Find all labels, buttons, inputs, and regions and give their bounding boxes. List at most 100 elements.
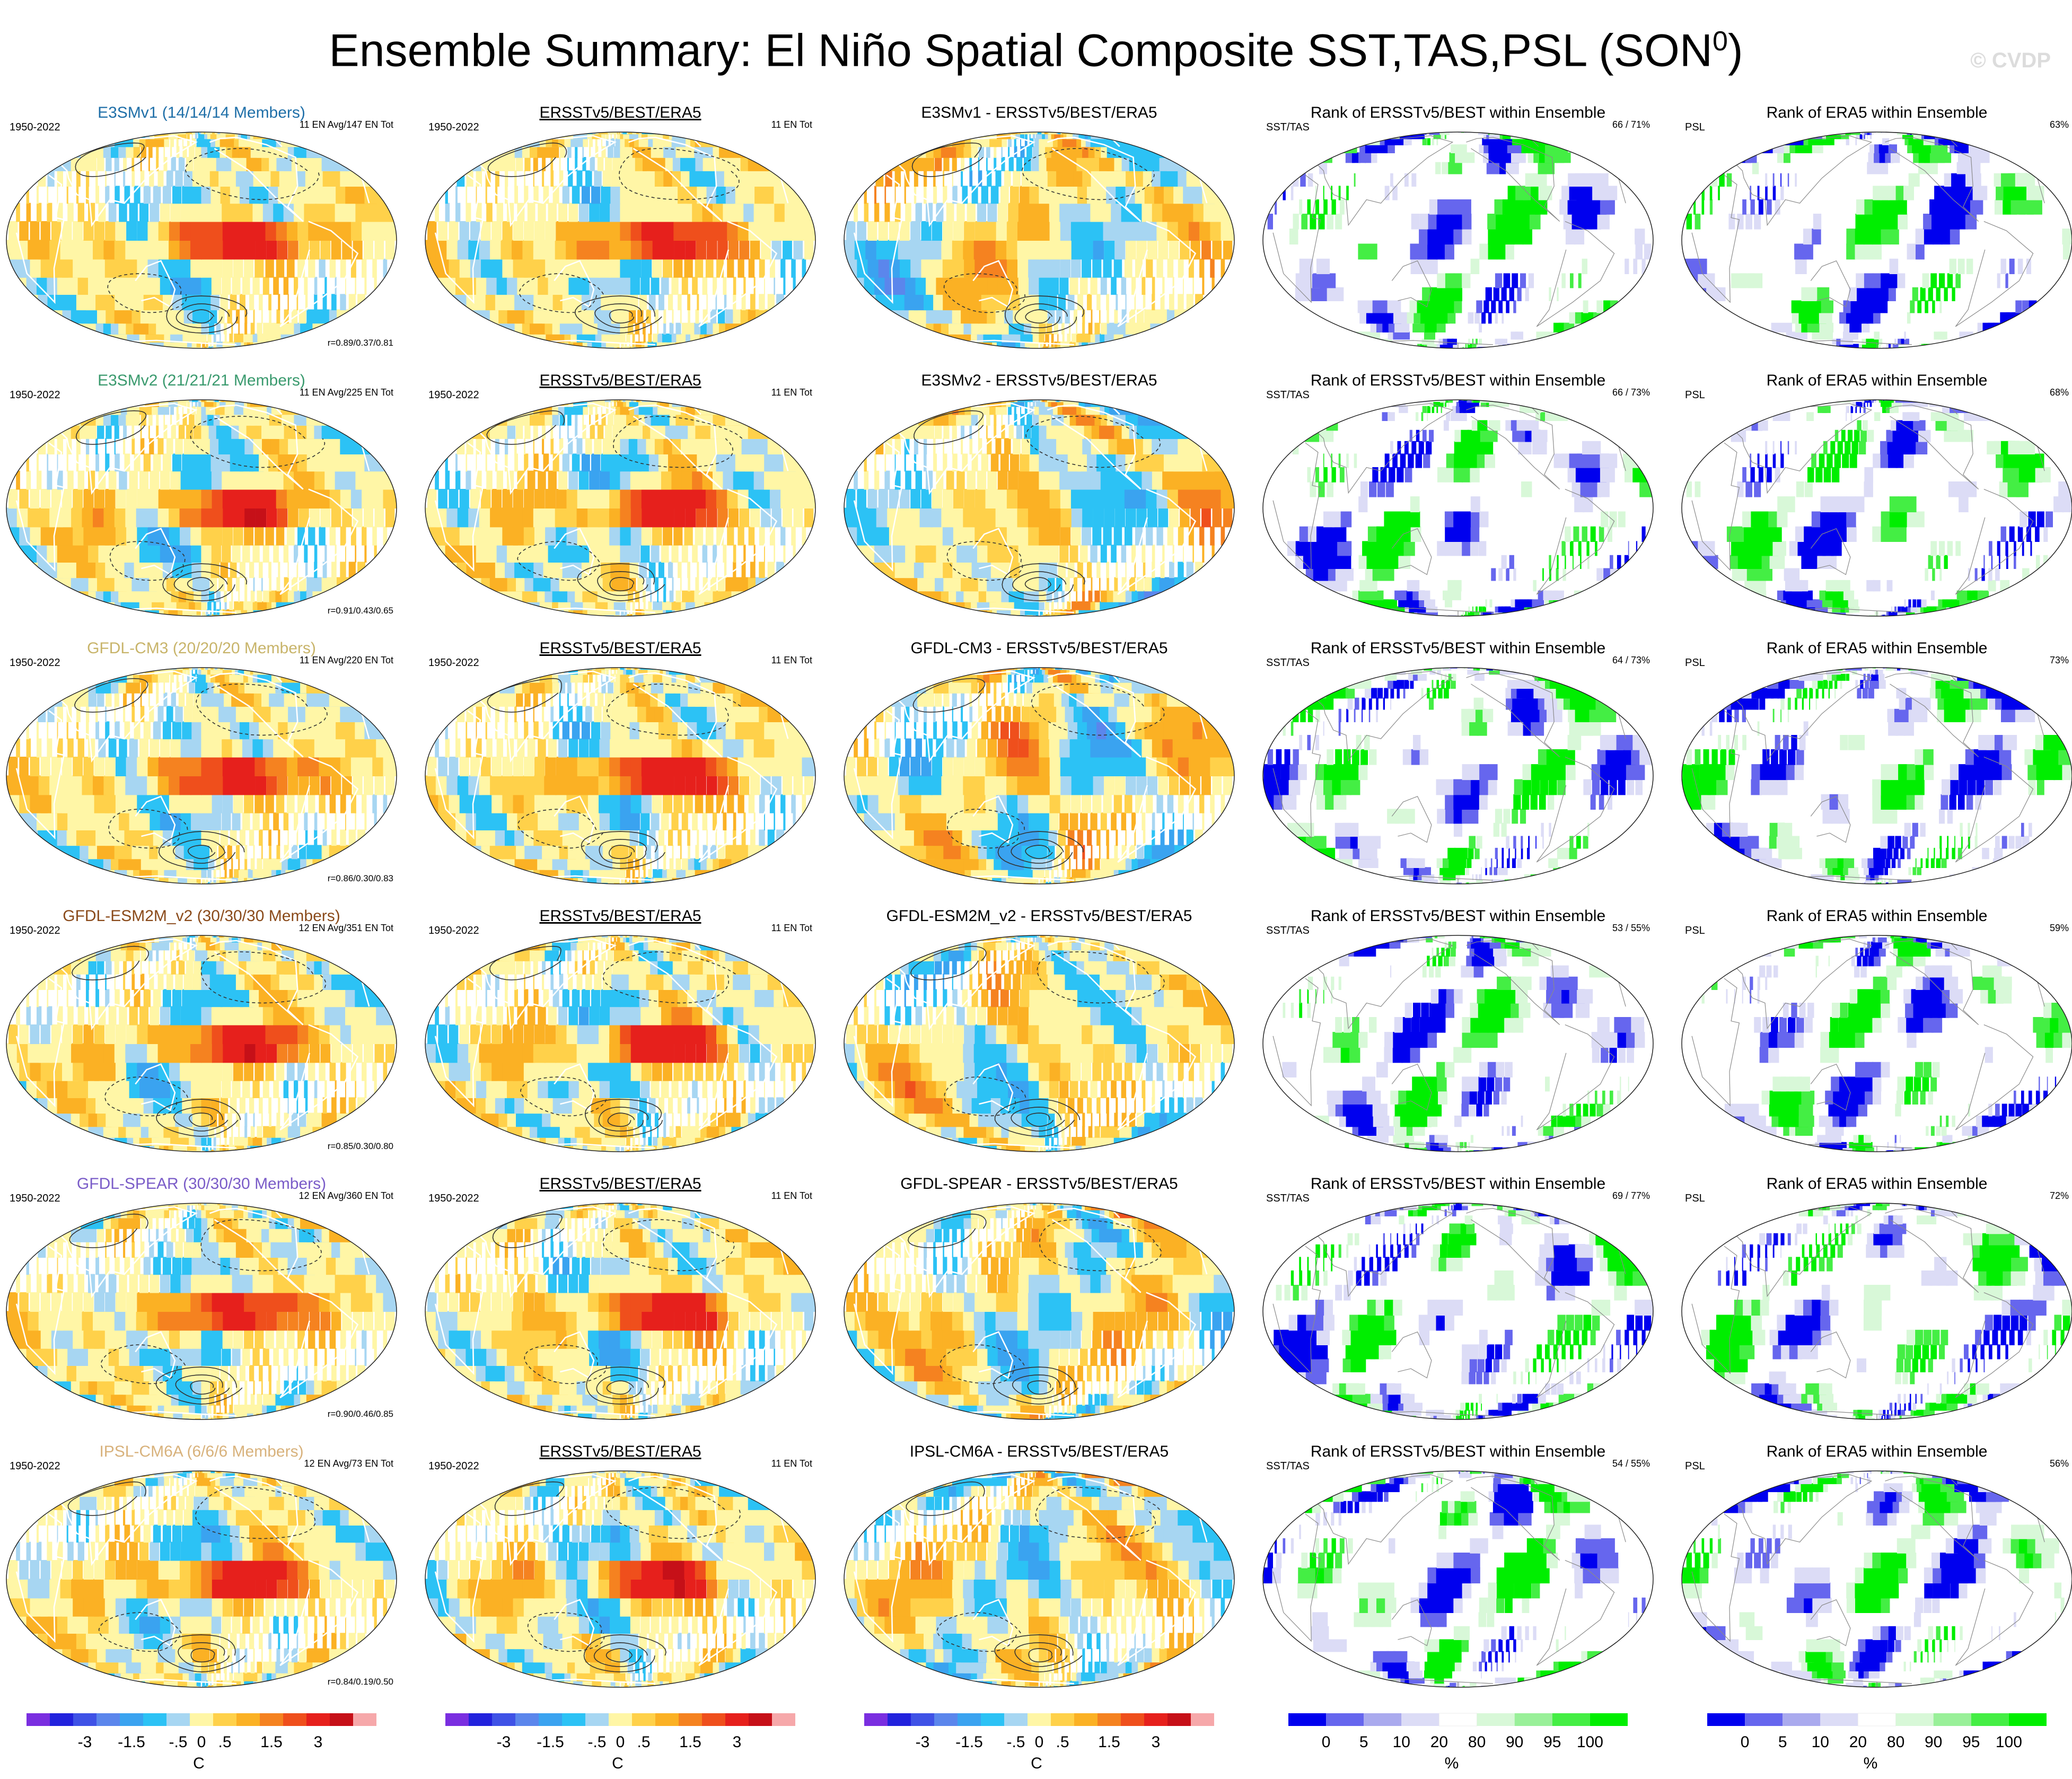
model-title: GFDL-CM3 (20/20/20 Members) (87, 639, 316, 657)
colorbar-swatch (469, 1713, 492, 1726)
pattern-correlation: r=0.91/0.43/0.65 (327, 606, 393, 616)
rank-psl-label: PSL (1685, 389, 1705, 401)
colorbar-tick-label: 0 (616, 1733, 625, 1751)
map-obs (425, 132, 816, 349)
colorbar-rank-sst: 0 5 10 20 80 90 95 100% (1257, 1710, 1675, 1779)
colorbar-tick-label: -.5 (587, 1733, 606, 1751)
panel-r4-rank2: Rank of ERA5 within Ensemble PSL 59% (1675, 907, 2072, 1156)
ensemble-info: 12 EN Avg/73 EN Tot (304, 1458, 393, 1469)
colorbar-tick-label: 20 (1430, 1733, 1448, 1751)
map-rank1 (1262, 935, 1654, 1152)
map-model (6, 935, 397, 1152)
colorbar-swatch (1438, 1713, 1477, 1727)
diff-title: E3SMv1 - ERSSTv5/BEST/ERA5 (921, 104, 1157, 121)
colorbar-swatch (981, 1713, 1004, 1726)
map-model (6, 1470, 397, 1688)
pattern-correlation: r=0.85/0.30/0.80 (327, 1141, 393, 1151)
colorbar-swatch (1401, 1713, 1439, 1726)
figure-title-end: ) (1727, 25, 1743, 76)
rank-psl-title: Rank of ERA5 within Ensemble (1766, 639, 1988, 657)
colorbar-swatch (492, 1713, 515, 1726)
colorbar-tick-label: 100 (1996, 1733, 2022, 1751)
colorbar-svg: 0 5 10 20 80 90 95 100% (1288, 1713, 1628, 1772)
map-obs (425, 935, 816, 1152)
colorbar-swatch (353, 1713, 376, 1726)
rank-psl-title: Rank of ERA5 within Ensemble (1766, 1443, 1988, 1460)
map-obs (425, 399, 816, 617)
colorbar-swatch (562, 1713, 585, 1726)
map-diff (844, 667, 1235, 884)
colorbar-tick-label: -.5 (1006, 1733, 1025, 1751)
obs-title: ERSSTv5/BEST/ERA5 (539, 907, 701, 925)
colorbar-swatch (609, 1713, 632, 1726)
rank-sst-title: Rank of ERSSTv5/BEST within Ensemble (1310, 372, 1606, 389)
rank-psl-percent: 56% (2049, 1458, 2069, 1469)
colorbar-swatch (1514, 1713, 1552, 1726)
colorbar-swatch (120, 1713, 143, 1726)
obs-info: 11 EN Tot (771, 1458, 812, 1469)
rank-sst-percent: 66 / 71% (1612, 119, 1650, 130)
colorbar-tick-label: 90 (1506, 1733, 1523, 1751)
years-label: 1950-2022 (10, 1460, 60, 1472)
obs-title: ERSSTv5/BEST/ERA5 (539, 104, 701, 121)
rank-psl-label: PSL (1685, 1193, 1705, 1204)
colorbar-swatch (213, 1713, 236, 1726)
obs-info: 11 EN Tot (771, 387, 812, 398)
map-rank2 (1681, 1470, 2072, 1688)
colorbar-rank-psl: 0 5 10 20 80 90 95 100% (1675, 1710, 2072, 1779)
cvdp-watermark: © CVDP (1970, 49, 2051, 72)
years-label: 1950-2022 (10, 1193, 60, 1204)
rank-psl-percent: 72% (2049, 1190, 2069, 1201)
rank-sst-percent: 64 / 73% (1612, 655, 1650, 665)
map-model (6, 667, 397, 884)
obs-title: ERSSTv5/BEST/ERA5 (539, 372, 701, 389)
colorbar-tick-label: 0 (1035, 1733, 1044, 1751)
diff-title: GFDL-CM3 - ERSSTv5/BEST/ERA5 (910, 639, 1168, 657)
colorbar-swatch (143, 1713, 166, 1726)
colorbar-svg: -3 -1.5 -.5 0 .5 1.5 3 C (27, 1713, 376, 1772)
rank-sst-label: SST/TAS (1266, 389, 1310, 401)
rank-psl-title: Rank of ERA5 within Ensemble (1766, 104, 1988, 121)
colorbar-tick-label: -1.5 (118, 1733, 145, 1751)
colorbar-swatch (749, 1713, 772, 1726)
panel-r6-rank1: Rank of ERSSTv5/BEST within Ensemble SST/… (1257, 1442, 1660, 1692)
panel-r5-model: GFDL-SPEAR (30/30/30 Members) 1950-2022 12… (0, 1175, 403, 1424)
colorbar-tick-label: -3 (78, 1733, 92, 1751)
map-rank1 (1262, 132, 1654, 349)
panel-r2-model: E3SMv2 (21/21/21 Members) 1950-2022 11 EN … (0, 371, 403, 620)
colorbar-swatch (1288, 1713, 1327, 1726)
rank-psl-label: PSL (1685, 925, 1705, 936)
colorbar-tick-label: 5 (1359, 1733, 1368, 1751)
figure-title: Ensemble Summary: El Niño Spatial Compos… (0, 15, 2072, 77)
pattern-correlation: r=0.84/0.19/0.50 (327, 1677, 393, 1687)
colorbar-tick-label: 5 (1778, 1733, 1787, 1751)
pattern-correlation: r=0.86/0.30/0.83 (327, 873, 393, 883)
figure-title-superscript: 0 (1713, 26, 1728, 57)
map-diff (844, 1203, 1235, 1420)
colorbar-swatch (166, 1713, 190, 1726)
panel-r4-model: GFDL-ESM2M_v2 (30/30/30 Members) 1950-202… (0, 907, 403, 1156)
colorbar-swatch (539, 1713, 562, 1726)
ensemble-info: 12 EN Avg/360 EN Tot (298, 1190, 393, 1201)
obs-info: 11 EN Tot (771, 655, 812, 665)
map-model (6, 132, 397, 349)
rank-sst-percent: 54 / 55% (1612, 1458, 1650, 1469)
colorbar-tick-label: 1.5 (260, 1733, 283, 1751)
obs-years-label: 1950-2022 (428, 1193, 479, 1204)
map-diff (844, 935, 1235, 1152)
colorbar-unit: C (612, 1755, 624, 1772)
map-obs (425, 1470, 816, 1688)
colorbar-model: -3 -1.5 -.5 0 .5 1.5 3 C (0, 1710, 419, 1779)
colorbar-obs: -3 -1.5 -.5 0 .5 1.5 3 C (419, 1710, 838, 1779)
obs-years-label: 1950-2022 (428, 657, 479, 669)
rank-sst-percent: 69 / 77% (1612, 1190, 1650, 1201)
panel-r5-obs: ERSSTv5/BEST/ERA5 1950-2022 11 EN Tot (419, 1175, 822, 1424)
ensemble-info: 11 EN Avg/220 EN Tot (299, 655, 393, 665)
obs-years-label: 1950-2022 (428, 389, 479, 401)
rank-psl-title: Rank of ERA5 within Ensemble (1766, 1175, 1988, 1193)
rank-psl-title: Rank of ERA5 within Ensemble (1766, 907, 1988, 925)
map-rank2 (1681, 1203, 2072, 1420)
colorbar-swatch (306, 1713, 330, 1726)
colorbar-tick-label: 80 (1887, 1733, 1904, 1751)
obs-years-label: 1950-2022 (428, 925, 479, 936)
